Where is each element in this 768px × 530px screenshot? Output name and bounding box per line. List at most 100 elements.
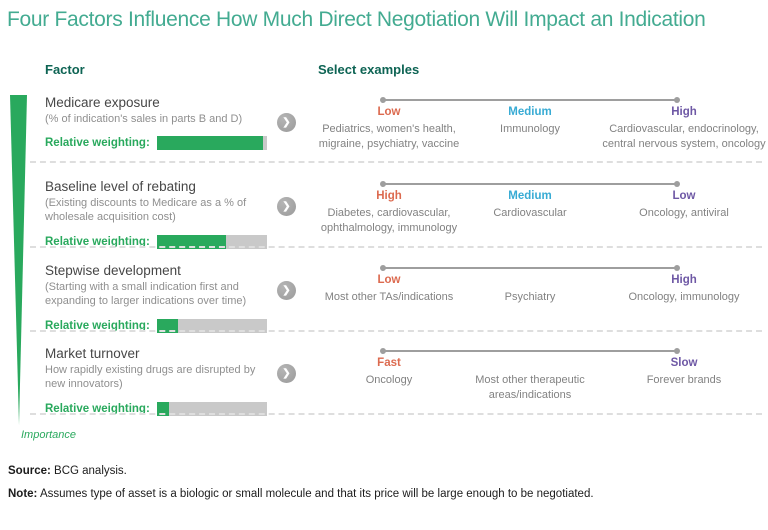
source-label: Source: bbox=[8, 465, 51, 477]
scale-label: High bbox=[671, 106, 697, 118]
factor-description: (% of indication's sales in parts B and … bbox=[45, 113, 243, 125]
scale-label: High bbox=[671, 274, 697, 286]
weighting-bar-track bbox=[156, 318, 267, 333]
importance-label: Importance bbox=[21, 429, 77, 441]
factor-description: (Existing discounts to Medicare as a % o… bbox=[45, 197, 247, 224]
scale-examples: Diabetes, cardiovascular, ophthalmology,… bbox=[320, 207, 458, 234]
weighting-label: Relative weighting: bbox=[45, 319, 150, 332]
scale-line bbox=[380, 181, 680, 187]
chevron-glyph: ❯ bbox=[282, 284, 291, 296]
chevron-glyph: ❯ bbox=[282, 116, 291, 128]
scale-point-middle: Psychiatry bbox=[460, 274, 600, 305]
chevron-right-icon: ❯ bbox=[277, 113, 296, 132]
factor-details: Baseline level of rebating (Existing dis… bbox=[45, 179, 267, 249]
scale-cells: Fast Oncology Most other therapeutic are… bbox=[318, 357, 768, 402]
scale-label: Medium bbox=[508, 190, 552, 202]
scale-point-left: Low Pediatrics, women's health, migraine… bbox=[318, 106, 460, 151]
factor-title: Market turnover bbox=[45, 346, 140, 361]
note-line: Note: Assumes type of asset is a biologi… bbox=[8, 488, 594, 500]
scale-examples: Cardiovascular, endocrinology, central n… bbox=[602, 123, 766, 150]
scale-point-right: Slow Forever brands bbox=[600, 357, 768, 402]
factor-title: Baseline level of rebating bbox=[45, 179, 196, 194]
scale-line bbox=[380, 348, 680, 354]
factor-title: Medicare exposure bbox=[45, 95, 160, 110]
factor-row-medicare-exposure: Medicare exposure (% of indication's sal… bbox=[0, 95, 768, 175]
row-divider bbox=[30, 413, 762, 415]
weighting-label: Relative weighting: bbox=[45, 235, 150, 248]
chevron-right-icon: ❯ bbox=[277, 281, 296, 300]
examples-scale: High Diabetes, cardiovascular, ophthalmo… bbox=[318, 181, 768, 235]
factor-row-market-turnover: Market turnover How rapidly existing dru… bbox=[0, 346, 768, 426]
column-header-factor: Factor bbox=[45, 62, 85, 77]
weighting-bar-track bbox=[156, 401, 267, 416]
scale-examples: Oncology bbox=[365, 374, 413, 386]
scale-point-left: Low Most other TAs/indications bbox=[318, 274, 460, 305]
factor-details: Medicare exposure (% of indication's sal… bbox=[45, 95, 267, 151]
scale-point-left: High Diabetes, cardiovascular, ophthalmo… bbox=[318, 190, 460, 235]
scale-label: High bbox=[376, 190, 402, 202]
scale-label: Fast bbox=[377, 357, 401, 369]
scale-examples: Most other TAs/indications bbox=[324, 291, 454, 303]
scale-cells: Low Most other TAs/indications Psychiatr… bbox=[318, 274, 768, 305]
relative-weighting: Relative weighting: bbox=[45, 136, 267, 151]
chevron-right-icon: ❯ bbox=[277, 197, 296, 216]
scale-line bbox=[380, 97, 680, 103]
note-label: Note: bbox=[8, 488, 38, 500]
scale-point-middle: Medium Immunology bbox=[460, 106, 600, 151]
examples-scale: Low Most other TAs/indications Psychiatr… bbox=[318, 265, 768, 305]
scale-point-middle: Medium Cardiovascular bbox=[460, 190, 600, 235]
weighting-bar-fill bbox=[156, 234, 227, 249]
factor-details: Market turnover How rapidly existing dru… bbox=[45, 346, 267, 416]
scale-label bbox=[460, 274, 600, 289]
weighting-bar-fill bbox=[156, 318, 178, 333]
source-line: Source: BCG analysis. bbox=[8, 465, 127, 477]
scale-examples: Oncology, antiviral bbox=[639, 207, 729, 219]
scale-label: Low bbox=[672, 190, 696, 202]
weighting-bar-track bbox=[156, 234, 267, 249]
page-title: Four Factors Influence How Much Direct N… bbox=[7, 8, 706, 31]
scale-point-middle: Most other therapeutic areas/indications bbox=[460, 357, 600, 402]
factor-row-baseline-rebating: Baseline level of rebating (Existing dis… bbox=[0, 179, 768, 259]
examples-scale: Fast Oncology Most other therapeutic are… bbox=[318, 348, 768, 402]
weighting-label: Relative weighting: bbox=[45, 402, 150, 415]
scale-examples: Immunology bbox=[500, 123, 560, 135]
weighting-bar-fill bbox=[156, 401, 169, 416]
scale-point-left: Fast Oncology bbox=[318, 357, 460, 402]
scale-point-right: Low Oncology, antiviral bbox=[600, 190, 768, 235]
scale-point-right: High Cardiovascular, endocrinology, cent… bbox=[600, 106, 768, 151]
weighting-bar-track bbox=[156, 136, 267, 151]
scale-examples: Pediatrics, women's health, migraine, ps… bbox=[318, 123, 460, 150]
scale-point-right: High Oncology, immunology bbox=[600, 274, 768, 305]
scale-label: Low bbox=[377, 274, 401, 286]
scale-label bbox=[460, 357, 600, 372]
relative-weighting: Relative weighting: bbox=[45, 401, 267, 416]
scale-label: Slow bbox=[670, 357, 698, 369]
scale-line bbox=[380, 265, 680, 271]
relative-weighting: Relative weighting: bbox=[45, 318, 267, 333]
row-divider bbox=[30, 161, 762, 163]
chevron-glyph: ❯ bbox=[282, 367, 291, 379]
factor-description: How rapidly existing drugs are disrupted… bbox=[45, 364, 256, 391]
relative-weighting: Relative weighting: bbox=[45, 234, 267, 249]
examples-scale: Low Pediatrics, women's health, migraine… bbox=[318, 97, 768, 151]
factor-title: Stepwise development bbox=[45, 263, 181, 278]
row-divider bbox=[30, 246, 762, 248]
factor-description: (Starting with a small indication first … bbox=[45, 281, 247, 308]
chevron-right-icon: ❯ bbox=[277, 364, 296, 383]
factor-details: Stepwise development (Starting with a sm… bbox=[45, 263, 267, 333]
chevron-glyph: ❯ bbox=[282, 200, 291, 212]
factor-row-stepwise-development: Stepwise development (Starting with a sm… bbox=[0, 263, 768, 343]
scale-cells: Low Pediatrics, women's health, migraine… bbox=[318, 106, 768, 151]
weighting-label: Relative weighting: bbox=[45, 137, 150, 150]
source-text: BCG analysis. bbox=[50, 465, 127, 477]
scale-cells: High Diabetes, cardiovascular, ophthalmo… bbox=[318, 190, 768, 235]
scale-label: Medium bbox=[508, 106, 552, 118]
row-divider bbox=[30, 330, 762, 332]
scale-examples: Psychiatry bbox=[504, 291, 556, 303]
scale-examples: Oncology, immunology bbox=[628, 291, 740, 303]
note-text: Assumes type of asset is a biologic or s… bbox=[37, 488, 594, 500]
scale-label: Low bbox=[377, 106, 401, 118]
column-header-select-examples: Select examples bbox=[318, 62, 420, 77]
weighting-bar-fill bbox=[156, 136, 263, 151]
